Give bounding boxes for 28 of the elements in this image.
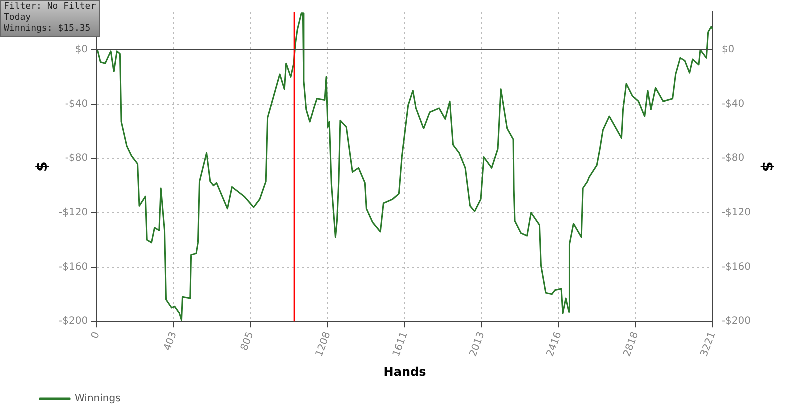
x-tick-label: 805 [239,330,256,352]
text: Filter: No Filter [4,2,96,13]
y-axis-title: $ [32,162,51,172]
y2-tick-label: -$40 [722,98,745,110]
y2-tick-label: -$80 [722,153,745,164]
y2-tick-label: $0 [722,44,735,56]
text: Winnings: $15.35 [4,24,92,35]
y2-tick-label: -$200 [722,316,752,328]
y-tick-label: -$80 [65,153,88,164]
y2-axis-title: $ [759,162,778,172]
y2-tick-label: -$160 [722,262,752,273]
y-tick-label: -$40 [65,98,88,110]
x-tick-label: 2013 [468,330,488,358]
y2-tick-label: -$120 [722,208,752,219]
x-tick-label: 3221 [699,330,718,358]
x-tick-label: 2416 [545,330,564,358]
x-tick-label: 2818 [622,330,642,358]
y-tick-label: -$120 [58,208,88,219]
legend-label: Winnings [75,394,121,405]
x-tick-label: 1208 [314,330,334,358]
x-tick-label: 1611 [391,330,410,358]
y-tick-label: -$160 [58,262,88,273]
y-tick-label: -$200 [58,316,88,328]
y-tick-label: $0 [75,44,88,56]
x-tick-label: 403 [162,330,180,352]
text: Today [4,13,32,24]
x-axis-title: Hands [384,364,426,379]
x-tick-label: 0 [90,330,102,341]
